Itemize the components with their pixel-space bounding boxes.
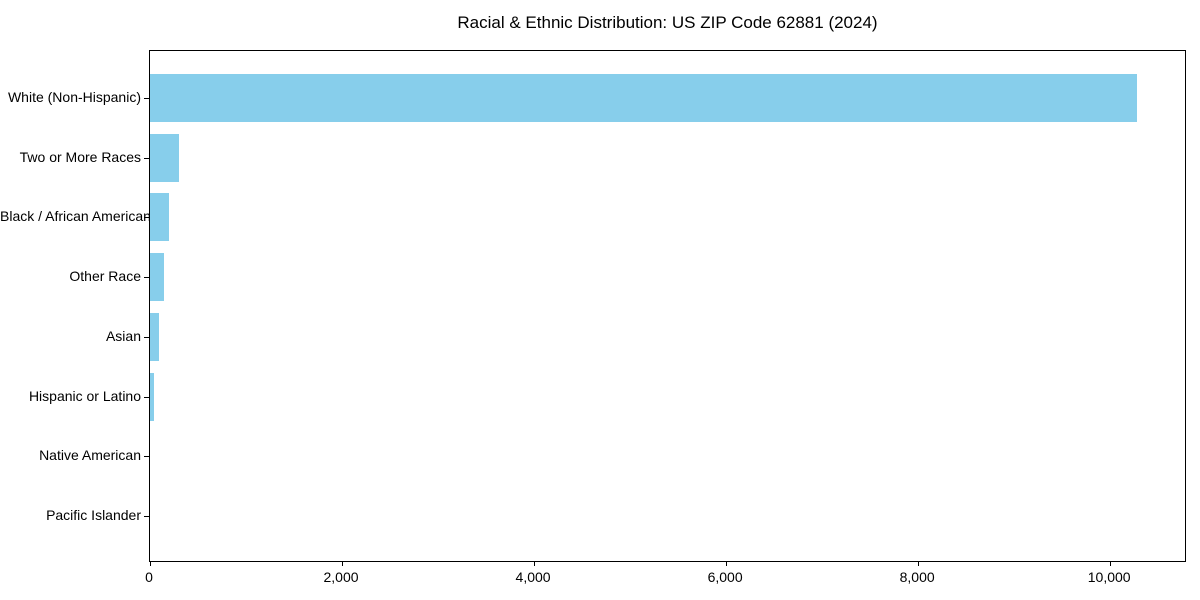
x-tick <box>341 561 343 566</box>
y-tick <box>144 217 149 219</box>
x-tick-label: 2,000 <box>323 569 359 585</box>
x-tick-label: 6,000 <box>707 569 743 585</box>
bar <box>150 372 155 421</box>
category-label: Hispanic or Latino <box>28 387 141 404</box>
category-label: Native American <box>39 447 141 464</box>
y-tick <box>144 277 149 279</box>
x-tick <box>149 561 151 566</box>
x-tick <box>533 561 535 566</box>
y-tick <box>144 396 149 398</box>
category-label: Other Race <box>69 268 141 285</box>
chart-title: Racial & Ethnic Distribution: US ZIP Cod… <box>457 13 878 32</box>
y-tick <box>144 98 149 99</box>
x-tick <box>725 561 727 566</box>
y-tick <box>144 157 149 159</box>
plot-area <box>144 50 1186 566</box>
x-tick <box>917 561 919 566</box>
x-tick-label: 4,000 <box>515 569 551 585</box>
x-tick <box>1109 561 1111 566</box>
bar <box>150 253 165 302</box>
category-label: Asian <box>105 327 141 344</box>
x-tick-label: 0 <box>145 569 153 585</box>
category-label: Black / African American <box>0 208 151 225</box>
category-label: White (Non-Hispanic) <box>7 89 141 105</box>
y-tick <box>144 336 149 338</box>
bar <box>150 312 160 361</box>
x-tick-label: 8,000 <box>899 569 935 585</box>
x-tick-label: 10,000 <box>1087 569 1131 585</box>
y-tick <box>144 516 149 517</box>
bar <box>150 193 170 242</box>
bar <box>150 74 1138 122</box>
y-tick <box>144 456 149 458</box>
bar <box>150 133 179 182</box>
category-label: Two or More Races <box>19 148 141 165</box>
category-label: Pacific Islander <box>46 507 141 523</box>
